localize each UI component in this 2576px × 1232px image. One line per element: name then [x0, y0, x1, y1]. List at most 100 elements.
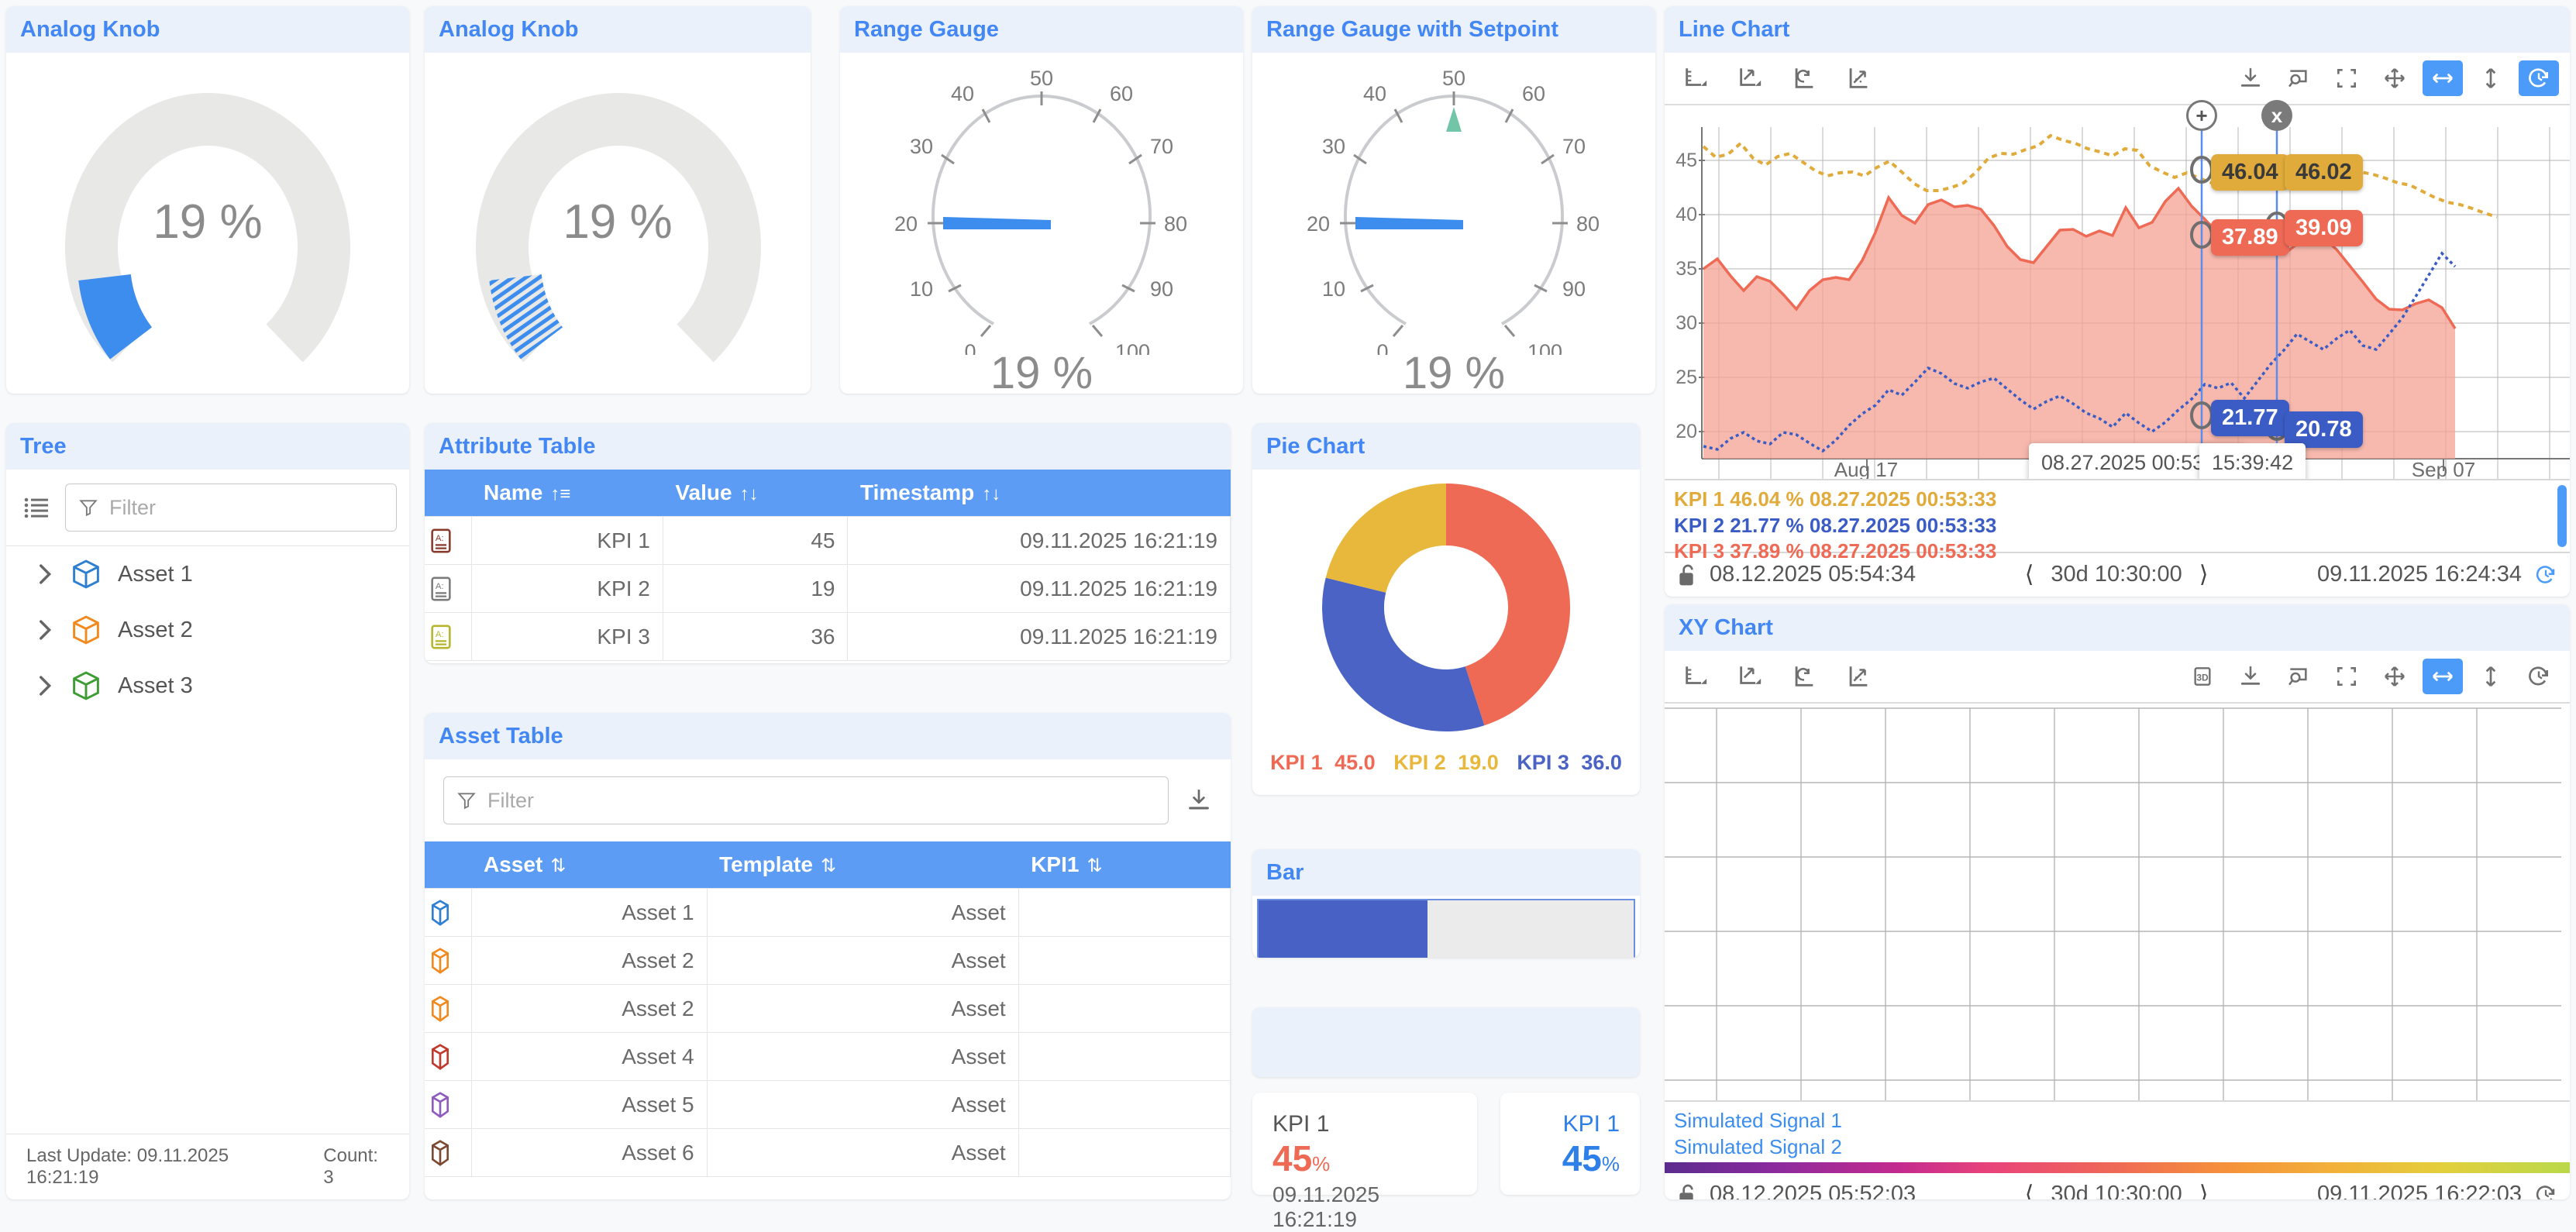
svg-text:40: 40 [1675, 204, 1697, 225]
asset-filter-box[interactable] [443, 776, 1169, 825]
table-row[interactable]: Asset 4 Asset [425, 1032, 1231, 1082]
expand-axes-icon[interactable] [1730, 60, 1770, 96]
pie-slice-kpi1 [1446, 484, 1571, 726]
analog-knob-gauge[interactable]: 19 % [425, 53, 811, 386]
next-range-icon[interactable]: ⟩ [2199, 562, 2209, 588]
asset-filter-input[interactable] [487, 788, 1155, 813]
cell-value: 19 [662, 564, 849, 614]
analog-knob-gauge[interactable]: 19 % [6, 53, 409, 386]
list-view-icon[interactable] [23, 495, 51, 520]
table-row[interactable]: Asset 5 Asset [425, 1080, 1231, 1130]
chevron-right-icon[interactable] [37, 563, 54, 585]
sort-icon[interactable]: ⇅ [820, 855, 837, 877]
vertical-zoom-icon[interactable] [2471, 659, 2511, 694]
undo-zoom-icon[interactable] [1784, 659, 1824, 694]
svg-text:A:: A: [436, 582, 444, 591]
unlock-icon[interactable] [1677, 563, 1699, 587]
sort-icon[interactable]: ↑↓ [982, 484, 1001, 505]
undo-zoom-icon[interactable] [1784, 60, 1824, 96]
kpi-card-left[interactable]: KPI 1 45% 09.11.2025 16:21:19 [1252, 1093, 1477, 1231]
table-row[interactable]: A: KPI 3 36 09.11.2025 16:21:19 [425, 612, 1231, 662]
axis-scale-icon[interactable] [1675, 60, 1716, 96]
sort-icon[interactable]: ↑≡ [550, 484, 571, 505]
legend-item-signal-2[interactable]: Simulated Signal 2 [1674, 1134, 1842, 1158]
live-refresh-icon[interactable] [2534, 563, 2557, 587]
pie-chart[interactable]: KPI 1 45.0 KPI 2 19.0 KPI 3 36.0 [1252, 470, 1640, 789]
column-header-kpi1[interactable]: KPI1 ⇅ [1018, 841, 1231, 889]
horizontal-zoom-icon[interactable] [2423, 60, 2463, 97]
tree-filter-input[interactable] [109, 495, 384, 520]
fullscreen-icon[interactable] [2326, 60, 2367, 96]
tree-filter-box[interactable] [65, 484, 397, 532]
unlock-icon[interactable] [1677, 1182, 1699, 1199]
tree-item[interactable]: Asset 1 [6, 546, 409, 602]
line-chart-plot[interactable]: 45 40 35 30 25 20 [1665, 100, 2570, 484]
chevron-right-icon[interactable] [37, 675, 54, 697]
pan-icon[interactable] [2375, 60, 2415, 96]
table-row[interactable]: Asset 1 Asset [425, 888, 1231, 938]
xy-chart-plot[interactable] [1665, 704, 2570, 1101]
vertical-zoom-icon[interactable] [2471, 60, 2511, 96]
sort-icon[interactable]: ⇅ [550, 855, 567, 877]
time-span[interactable]: 30d 10:30:00 [2051, 562, 2182, 587]
column-header-name[interactable]: Name ↑≡ [471, 470, 663, 517]
column-header-timestamp[interactable]: Timestamp ↑↓ [847, 470, 1231, 517]
fullscreen-icon[interactable] [2326, 659, 2367, 694]
expand-axes-icon[interactable] [1730, 659, 1770, 694]
tree-item[interactable]: Asset 3 [6, 658, 409, 714]
horizontal-zoom-icon[interactable] [2423, 659, 2463, 695]
bar-indicator[interactable] [1257, 899, 1635, 958]
time-start[interactable]: 08.12.2025 05:52:03 [1710, 1182, 1917, 1199]
download-icon[interactable] [2230, 659, 2271, 694]
panel-title: Analog Knob [425, 6, 811, 53]
legend-item-kpi3[interactable]: KPI 3 37.89 % 08.27.2025 00:53:33 [1674, 539, 1997, 563]
time-end[interactable]: 09.11.2025 16:24:34 [2317, 562, 2522, 587]
range-gauge-setpoint[interactable]: 0 10 20 30 40 50 60 70 80 90 100 19 % [1252, 53, 1655, 394]
autoscale-icon[interactable] [1838, 659, 1879, 694]
table-row[interactable]: A: KPI 2 19 09.11.2025 16:21:19 [425, 564, 1231, 614]
autoscale-icon[interactable] [1838, 60, 1879, 96]
sort-icon[interactable]: ↑↓ [739, 484, 759, 505]
legend-item-signal-1[interactable]: Simulated Signal 1 [1674, 1109, 1842, 1133]
cursor-add-handle[interactable]: + [2186, 100, 2217, 132]
legend-item-kpi1[interactable]: KPI 1 46.04 % 08.27.2025 00:53:33 [1674, 487, 1997, 511]
axis-scale-icon[interactable] [1675, 659, 1716, 694]
table-row[interactable]: A: KPI 1 45 09.11.2025 16:21:19 [425, 516, 1231, 566]
cursor-close-handle[interactable]: x [2261, 100, 2292, 132]
column-header-template[interactable]: Template ⇅ [707, 841, 1019, 889]
zoom-select-icon[interactable] [2278, 659, 2319, 694]
time-end[interactable]: 09.11.2025 16:22:03 [2317, 1182, 2522, 1199]
range-gauge[interactable]: 0 10 20 30 40 50 60 70 80 90 100 19 % [840, 53, 1243, 394]
download-icon[interactable] [2230, 60, 2271, 96]
legend-scrollbar[interactable] [2557, 485, 2567, 548]
kpi-card-right[interactable]: KPI 1 45% [1500, 1093, 1640, 1195]
time-start[interactable]: 08.12.2025 05:54:34 [1710, 562, 1917, 587]
xy-chart-svg [1665, 707, 2561, 1101]
table-row[interactable]: Asset 2 Asset [425, 984, 1231, 1034]
cell-kpi1 [1018, 984, 1231, 1034]
prev-range-icon[interactable]: ⟨ [2024, 1182, 2034, 1199]
live-refresh-icon[interactable] [2519, 659, 2559, 694]
sort-icon[interactable]: ⇅ [1087, 855, 1103, 877]
column-header-value[interactable]: Value ↑↓ [663, 470, 848, 517]
time-span[interactable]: 30d 10:30:00 [2051, 1182, 2182, 1199]
legend-item-kpi2[interactable]: KPI 2 21.77 % 08.27.2025 00:53:33 [1674, 513, 1997, 537]
table-row[interactable]: Asset 2 Asset [425, 936, 1231, 986]
chevron-right-icon[interactable] [37, 619, 54, 641]
prev-range-icon[interactable]: ⟨ [2024, 562, 2034, 588]
panel-title: Line Chart [1665, 6, 2570, 53]
3d-icon[interactable]: 3D [2182, 659, 2223, 694]
marker-kpi1-b: 46.02 [2285, 154, 2363, 191]
live-refresh-icon[interactable] [2519, 60, 2559, 97]
download-icon[interactable] [1186, 787, 1212, 814]
live-refresh-icon[interactable] [2534, 1183, 2557, 1199]
next-range-icon[interactable]: ⟩ [2199, 1182, 2209, 1199]
column-header-asset[interactable]: Asset ⇅ [471, 841, 708, 889]
table-row[interactable]: Asset 6 Asset [425, 1128, 1231, 1178]
tree-item[interactable]: Asset 2 [6, 602, 409, 658]
svg-text:60: 60 [1110, 82, 1133, 105]
panel-title: XY Chart [1665, 604, 2570, 652]
panel-title: Asset Table [425, 713, 1231, 760]
pan-icon[interactable] [2375, 659, 2415, 694]
zoom-select-icon[interactable] [2278, 60, 2319, 96]
